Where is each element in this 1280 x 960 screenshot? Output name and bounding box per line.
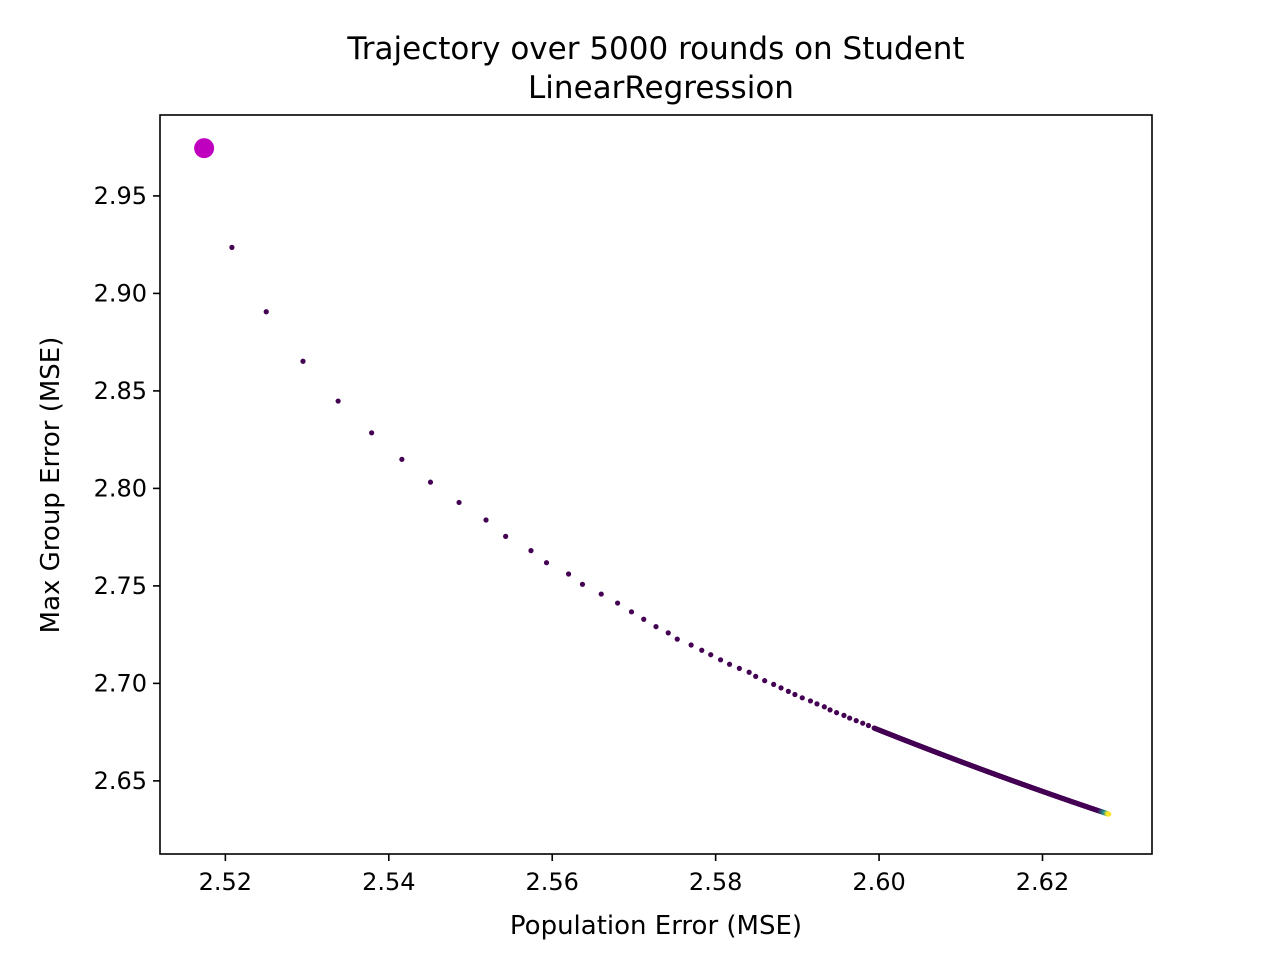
y-tick-label: 2.70 bbox=[94, 669, 147, 697]
trajectory-point bbox=[503, 533, 509, 539]
trajectory-point bbox=[708, 652, 714, 658]
x-tick-label: 2.62 bbox=[1016, 868, 1069, 896]
trajectory-point bbox=[814, 701, 820, 707]
trajectory-point bbox=[762, 678, 768, 684]
trajectory-point bbox=[229, 244, 235, 250]
plot-frame bbox=[159, 114, 1153, 855]
start-point-marker bbox=[194, 138, 215, 159]
trajectory-point bbox=[726, 661, 733, 667]
x-tick-label: 2.54 bbox=[362, 868, 415, 896]
chart-subtitle: LinearRegression bbox=[528, 70, 794, 106]
y-tick-label: 2.85 bbox=[94, 377, 147, 405]
trajectory-point bbox=[369, 430, 375, 436]
data-marks bbox=[194, 138, 1112, 817]
trajectory-point bbox=[335, 398, 341, 404]
trajectory-point bbox=[665, 630, 671, 636]
trajectory-point bbox=[771, 681, 777, 687]
y-axis-label: Max Group Error (MSE) bbox=[36, 337, 66, 634]
trajectory-point bbox=[579, 581, 586, 587]
trajectory-point bbox=[565, 571, 572, 577]
trajectory-point bbox=[753, 673, 759, 679]
trajectory-point bbox=[543, 560, 550, 566]
trajectory-point bbox=[799, 695, 805, 701]
trajectory-point bbox=[827, 707, 833, 713]
trajectory-point bbox=[736, 665, 742, 671]
trajectory-point bbox=[853, 718, 859, 724]
trajectory-point bbox=[746, 669, 752, 675]
trajectory-point bbox=[614, 600, 621, 606]
trajectory-point bbox=[717, 657, 724, 663]
x-tick-label: 2.60 bbox=[852, 868, 905, 896]
trajectory-point bbox=[688, 642, 694, 648]
chart-title: Trajectory over 5000 rounds on Student bbox=[346, 31, 964, 67]
trajectory-point bbox=[456, 499, 462, 506]
trajectory-point bbox=[792, 691, 798, 698]
trajectory-point bbox=[1106, 811, 1112, 817]
trajectory-point bbox=[598, 591, 604, 597]
y-tick-label: 2.80 bbox=[94, 474, 147, 502]
trajectory-point bbox=[807, 698, 814, 704]
trajectory-point bbox=[427, 479, 434, 485]
trajectory-point bbox=[860, 720, 866, 726]
y-tick-label: 2.95 bbox=[94, 182, 147, 210]
y-tick-label: 2.65 bbox=[94, 767, 147, 795]
trajectory-point bbox=[674, 636, 680, 642]
trajectory-point bbox=[628, 609, 635, 615]
trajectory-point bbox=[699, 647, 705, 653]
trajectory-point bbox=[778, 685, 784, 691]
trajectory-point bbox=[847, 715, 853, 721]
trajectory-point bbox=[483, 517, 489, 523]
x-tick-label: 2.56 bbox=[526, 868, 579, 896]
y-tick-label: 2.90 bbox=[94, 279, 147, 307]
trajectory-point bbox=[528, 548, 534, 554]
trajectory-point bbox=[821, 704, 827, 710]
trajectory-point bbox=[263, 309, 269, 315]
trajectory-point bbox=[641, 616, 647, 622]
trajectory-point bbox=[653, 624, 659, 630]
y-tick-label: 2.75 bbox=[94, 572, 147, 600]
x-axis-ticks: 2.52 2.54 2.56 2.58 2.60 2.62 bbox=[199, 854, 1069, 896]
x-axis-label: Population Error (MSE) bbox=[510, 911, 802, 941]
trajectory-point bbox=[841, 712, 847, 718]
x-tick-label: 2.58 bbox=[689, 868, 742, 896]
trajectory-point bbox=[785, 688, 791, 694]
y-axis-ticks: 2.65 2.70 2.75 2.80 2.85 2.90 2.95 bbox=[94, 182, 160, 795]
trajectory-point bbox=[865, 722, 872, 729]
trajectory-point bbox=[399, 456, 405, 462]
x-tick-label: 2.52 bbox=[199, 868, 252, 896]
trajectory-point bbox=[833, 710, 840, 716]
trajectory-point bbox=[300, 358, 306, 364]
